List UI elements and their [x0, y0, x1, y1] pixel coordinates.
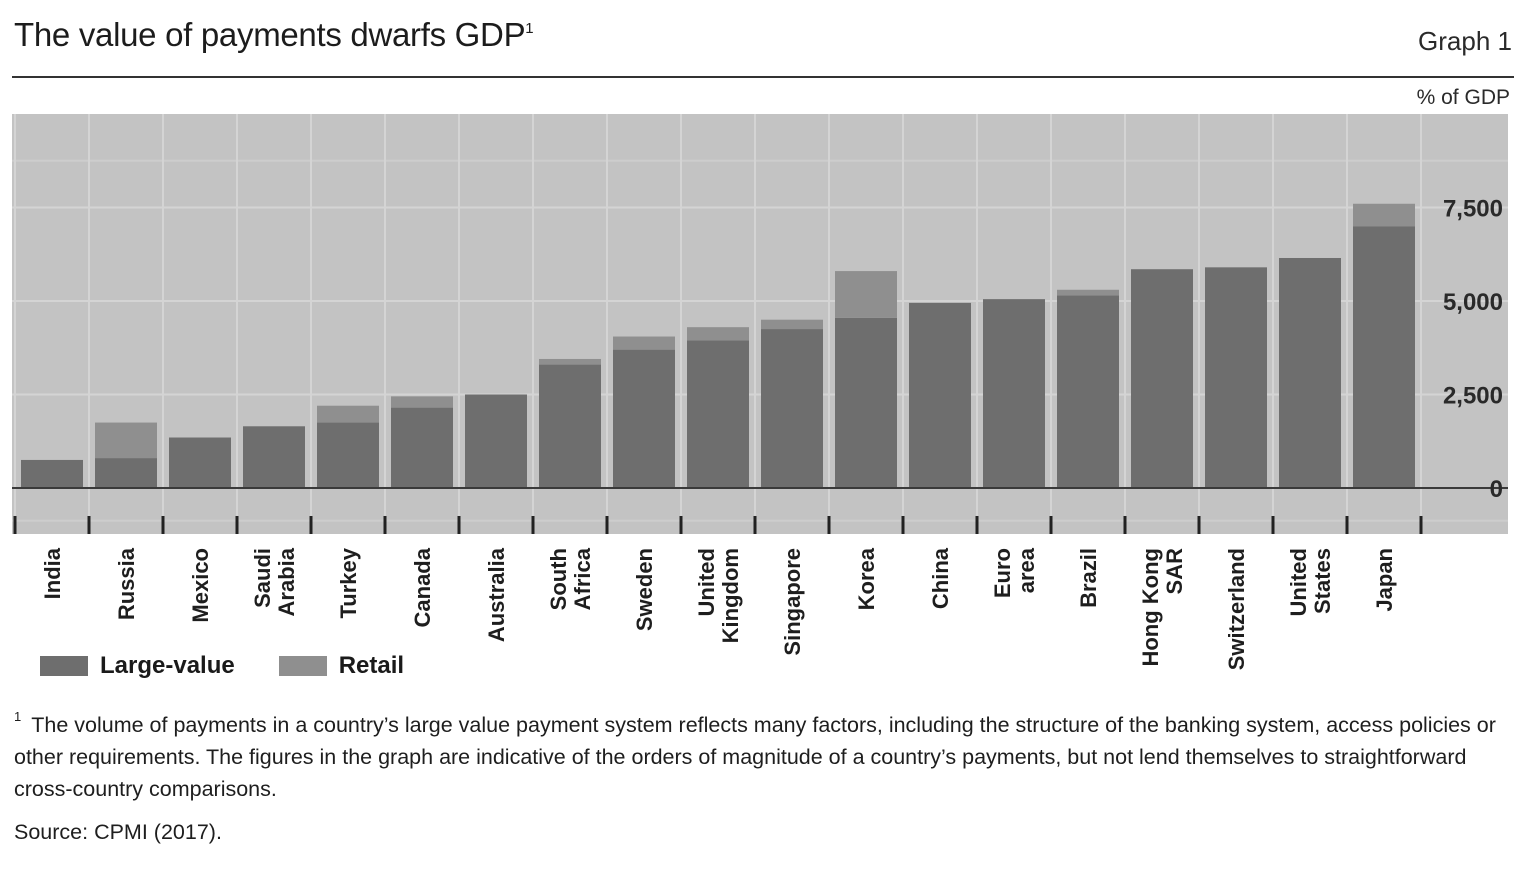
- bar-large-value-10: [761, 329, 823, 488]
- y-axis-unit-label: % of GDP: [1416, 86, 1510, 109]
- bar-retail-14: [1057, 289, 1119, 296]
- category-label-3: Saudi Arabia: [250, 547, 299, 616]
- legend-swatch-large-value: [40, 656, 88, 676]
- bar-large-value-18: [1353, 226, 1415, 488]
- category-label-line: United: [694, 548, 719, 616]
- category-label-line: Sweden: [632, 548, 657, 631]
- category-label-line: Singapore: [780, 548, 805, 656]
- category-label-line: Korea: [854, 547, 879, 610]
- chart-legend: Large-value Retail: [40, 652, 404, 680]
- category-label-line: Arabia: [274, 547, 299, 616]
- y-tick-label-3: 7,500: [1443, 196, 1503, 223]
- category-label-line: SAR: [1162, 548, 1187, 595]
- category-label-line: Mexico: [188, 548, 213, 623]
- bar-large-value-15: [1131, 269, 1193, 488]
- y-tick-label-0: 0: [1490, 476, 1503, 503]
- category-label-1: Russia: [114, 547, 139, 620]
- category-label-16: Switzerland: [1224, 548, 1249, 670]
- category-label-13: Euro area: [990, 547, 1039, 598]
- bar-large-value-8: [613, 349, 675, 488]
- category-label-line: India: [40, 547, 65, 599]
- category-label-line: Euro: [990, 548, 1015, 598]
- category-label-line: Kingdom: [718, 548, 743, 643]
- bar-retail-10: [761, 319, 823, 330]
- category-label-line: Switzerland: [1224, 548, 1249, 670]
- category-label-line: Japan: [1372, 548, 1397, 612]
- category-label-17: United States: [1286, 548, 1335, 616]
- category-label-11: Korea: [854, 547, 879, 610]
- category-label-line: United: [1286, 548, 1311, 616]
- footnote: 1 The volume of payments in a country’s l…: [14, 704, 1514, 805]
- graph-number-label: Graph 1: [1418, 26, 1512, 56]
- bar-large-value-2: [169, 437, 231, 488]
- bar-large-value-3: [243, 426, 305, 488]
- category-label-line: Saudi: [250, 548, 275, 608]
- category-label-line: Africa: [570, 547, 595, 610]
- category-label-15: Hong Kong SAR: [1138, 548, 1187, 667]
- bar-large-value-17: [1279, 257, 1341, 488]
- bar-large-value-13: [983, 299, 1045, 488]
- category-label-8: Sweden: [632, 548, 657, 631]
- stacked-bar-chart: 0 2,500 5,000 7,500 India Russia Mexico Saudi Ar…: [12, 114, 1508, 670]
- bar-retail-18: [1353, 203, 1415, 227]
- category-label-line: States: [1310, 548, 1335, 614]
- y-tick-label-2: 5,000: [1443, 289, 1503, 316]
- category-label-line: Australia: [484, 547, 509, 642]
- category-label-line: Hong Kong: [1138, 548, 1163, 667]
- title-divider: [12, 76, 1514, 78]
- category-label-line: China: [928, 547, 953, 609]
- legend-label-large-value: Large-value: [100, 652, 235, 679]
- legend-item-large-value: Large-value: [40, 652, 235, 680]
- bar-large-value-16: [1205, 267, 1267, 488]
- bar-retail-8: [613, 336, 675, 350]
- legend-item-retail: Retail: [278, 652, 405, 680]
- legend-label-retail: Retail: [338, 652, 405, 679]
- bar-large-value-0: [21, 459, 83, 488]
- legend-swatch-retail: [278, 656, 327, 676]
- category-label-line: Brazil: [1076, 548, 1101, 608]
- bar-retail-1: [95, 422, 157, 459]
- category-label-2: Mexico: [188, 548, 213, 623]
- category-label-4: Turkey: [336, 547, 361, 618]
- bar-retail-5: [391, 396, 453, 408]
- bar-large-value-9: [687, 340, 749, 488]
- category-label-line: area: [1014, 547, 1039, 593]
- bar-retail-11: [835, 271, 897, 318]
- bar-large-value-4: [317, 422, 379, 488]
- footnote-marker: 1: [14, 709, 22, 724]
- bar-retail-7: [539, 358, 601, 365]
- y-tick-label-1: 2,500: [1443, 383, 1503, 410]
- category-label-9: United Kingdom: [694, 548, 743, 643]
- bar-large-value-12: [909, 302, 971, 488]
- category-label-18: Japan: [1372, 548, 1397, 612]
- bar-large-value-6: [465, 394, 527, 488]
- bar-large-value-14: [1057, 295, 1119, 488]
- category-label-line: South: [546, 548, 571, 610]
- bar-retail-4: [317, 405, 379, 423]
- category-label-line: Turkey: [336, 547, 361, 618]
- bar-large-value-7: [539, 364, 601, 488]
- category-label-14: Brazil: [1076, 548, 1101, 608]
- bar-large-value-1: [95, 458, 157, 488]
- category-label-7: South Africa: [546, 547, 595, 610]
- title-footnote-marker: 1: [525, 20, 534, 37]
- category-label-12: China: [928, 547, 953, 609]
- bar-large-value-5: [391, 407, 453, 488]
- category-label-line: Canada: [410, 547, 435, 627]
- category-label-line: Russia: [114, 547, 139, 620]
- bar-large-value-11: [835, 317, 897, 488]
- category-label-10: Singapore: [780, 548, 805, 656]
- category-label-6: Australia: [484, 547, 509, 642]
- chart-title: The value of payments dwarfs GDP1: [14, 16, 534, 53]
- category-label-0: India: [40, 547, 65, 599]
- footnote-text: The volume of payments in a country’s la…: [14, 713, 1496, 802]
- bar-retail-9: [687, 327, 749, 341]
- category-label-5: Canada: [410, 547, 435, 627]
- source-note: Source: CPMI (2017).: [14, 820, 222, 844]
